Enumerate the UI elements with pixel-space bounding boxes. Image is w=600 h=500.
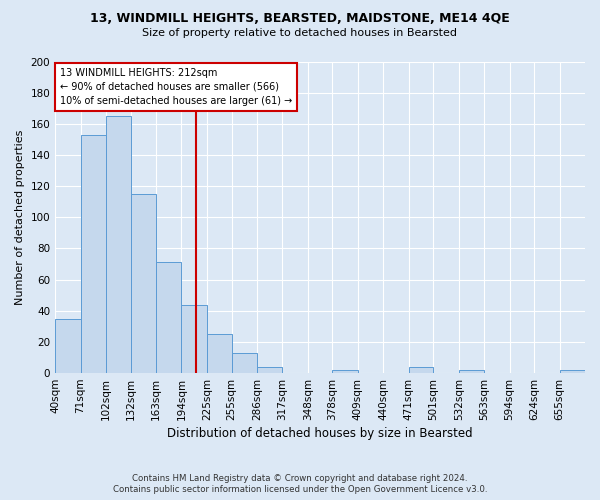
Bar bbox=[80, 134, 106, 373]
Y-axis label: Number of detached properties: Number of detached properties bbox=[15, 130, 25, 305]
Bar bbox=[409, 367, 433, 373]
Text: 13 WINDMILL HEIGHTS: 212sqm
← 90% of detached houses are smaller (566)
10% of se: 13 WINDMILL HEIGHTS: 212sqm ← 90% of det… bbox=[60, 68, 292, 106]
Bar bbox=[332, 370, 358, 373]
Text: 13, WINDMILL HEIGHTS, BEARSTED, MAIDSTONE, ME14 4QE: 13, WINDMILL HEIGHTS, BEARSTED, MAIDSTON… bbox=[90, 12, 510, 26]
X-axis label: Distribution of detached houses by size in Bearsted: Distribution of detached houses by size … bbox=[167, 427, 473, 440]
Bar bbox=[207, 334, 232, 373]
Bar bbox=[232, 353, 257, 373]
Bar bbox=[131, 194, 156, 373]
Bar bbox=[156, 262, 181, 373]
Text: Size of property relative to detached houses in Bearsted: Size of property relative to detached ho… bbox=[143, 28, 458, 38]
Bar bbox=[55, 318, 80, 373]
Bar bbox=[257, 367, 283, 373]
Text: Contains HM Land Registry data © Crown copyright and database right 2024.
Contai: Contains HM Land Registry data © Crown c… bbox=[113, 474, 487, 494]
Bar bbox=[458, 370, 484, 373]
Bar bbox=[181, 304, 207, 373]
Bar bbox=[560, 370, 585, 373]
Bar bbox=[106, 116, 131, 373]
